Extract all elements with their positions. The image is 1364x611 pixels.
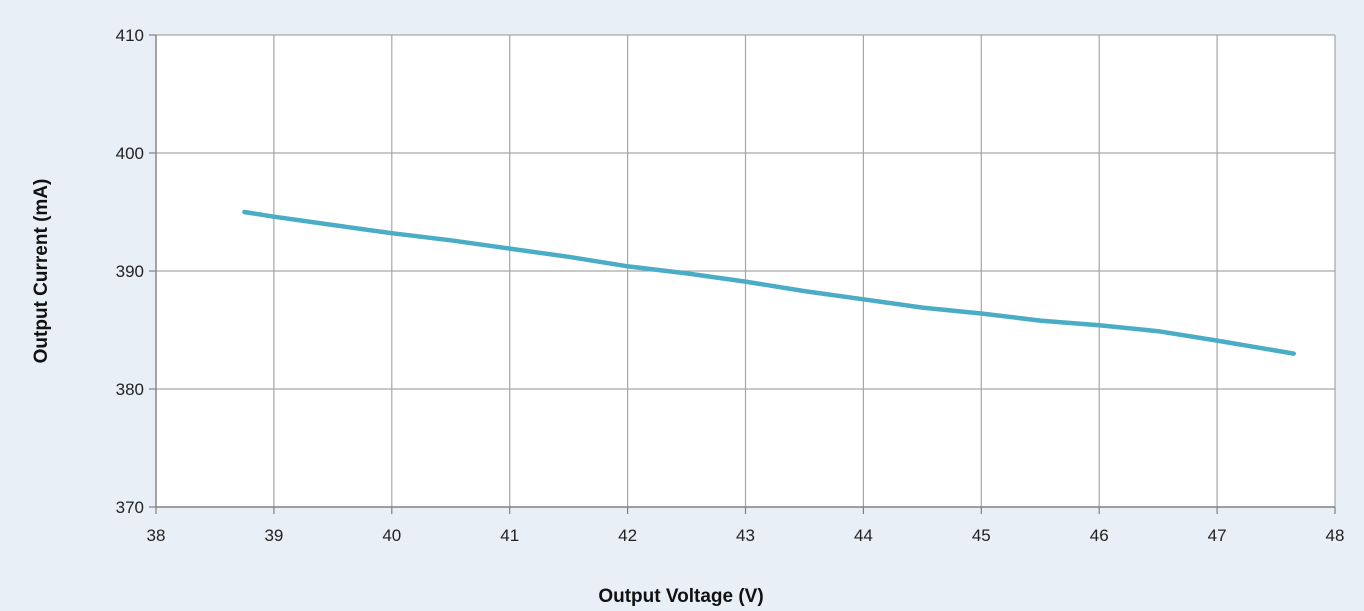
y-tick-labels: 410 400 390 380 370 [116,26,144,517]
x-tick-label: 48 [1326,526,1345,545]
x-tick-label: 44 [854,526,873,545]
axes [149,34,1336,514]
y-axis-title: Output Current (mA) [31,179,52,364]
x-tick-label: 41 [500,526,519,545]
data-point [244,212,245,213]
data-point [273,216,274,217]
data-point [1293,353,1294,354]
data-point [332,225,333,226]
y-tick-label: 390 [116,262,144,281]
data-point [863,299,864,300]
data-point [745,281,746,282]
grid-lines [156,34,1336,507]
y-tick-label: 380 [116,380,144,399]
x-tick-label: 45 [972,526,991,545]
data-point [686,273,687,274]
x-tick-label: 40 [382,526,401,545]
data-point [981,313,982,314]
y-tick-label: 410 [116,26,144,45]
x-axis-title: Output Voltage (V) [598,586,763,607]
series-group [242,209,1296,356]
data-point [922,307,923,308]
data-point [509,248,510,249]
x-tick-label: 43 [736,526,755,545]
series-line-0 [242,209,1296,356]
data-point [391,233,392,234]
data-point [804,291,805,292]
x-tick-label: 39 [264,526,283,545]
x-tick-label: 47 [1208,526,1227,545]
x-tick-labels: 38 39 40 41 42 43 44 45 46 47 48 [147,526,1345,545]
data-point [1217,340,1218,341]
y-tick-label: 400 [116,144,144,163]
x-tick-label: 38 [147,526,166,545]
data-point [1099,325,1100,326]
data-point [450,240,451,241]
x-tick-label: 46 [1090,526,1109,545]
data-point [1040,320,1041,321]
data-point [1158,331,1159,332]
y-tick-label: 370 [116,498,144,517]
data-point [568,256,569,257]
x-tick-label: 42 [618,526,637,545]
data-point [627,266,628,267]
